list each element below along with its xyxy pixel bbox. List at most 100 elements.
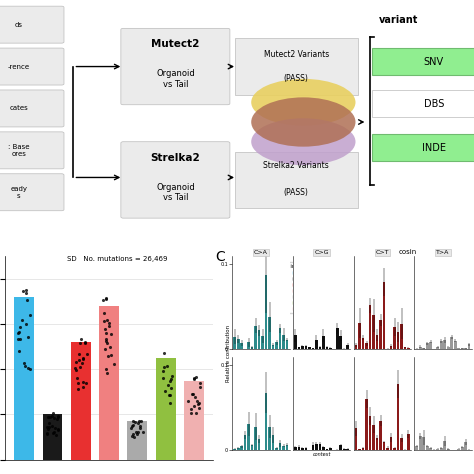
Point bbox=[108, 330, 115, 338]
Point bbox=[101, 326, 109, 333]
Bar bbox=[393, 448, 396, 450]
Text: Organoid
vs Tail: Organoid vs Tail bbox=[156, 69, 195, 89]
Point bbox=[128, 433, 136, 440]
Text: ds: ds bbox=[15, 22, 23, 27]
Bar bbox=[386, 448, 389, 450]
Point bbox=[22, 320, 29, 328]
Bar bbox=[422, 348, 425, 349]
Text: Mutect2 Variants: Mutect2 Variants bbox=[264, 50, 329, 59]
Bar bbox=[346, 346, 349, 349]
Bar bbox=[390, 438, 392, 450]
Bar bbox=[379, 319, 382, 349]
Point bbox=[80, 378, 87, 386]
Bar bbox=[319, 347, 321, 349]
Point bbox=[72, 367, 80, 374]
Bar bbox=[272, 435, 274, 450]
Bar bbox=[339, 336, 342, 349]
Bar bbox=[240, 447, 243, 450]
FancyBboxPatch shape bbox=[372, 90, 474, 117]
Bar bbox=[305, 346, 307, 349]
Bar bbox=[440, 341, 443, 349]
Bar bbox=[383, 282, 385, 349]
Bar bbox=[457, 348, 460, 349]
Bar bbox=[440, 448, 443, 450]
Title: C>A: C>A bbox=[254, 250, 268, 255]
Bar bbox=[393, 327, 396, 349]
Point bbox=[128, 422, 136, 430]
Point bbox=[101, 345, 109, 352]
Point bbox=[50, 415, 57, 422]
Ellipse shape bbox=[251, 97, 356, 146]
Point bbox=[54, 412, 62, 420]
X-axis label: context: context bbox=[312, 452, 331, 457]
Point bbox=[75, 356, 83, 364]
Point bbox=[78, 359, 86, 367]
FancyBboxPatch shape bbox=[0, 132, 64, 169]
Bar bbox=[461, 348, 464, 349]
Point bbox=[104, 353, 111, 360]
Bar bbox=[286, 340, 288, 349]
FancyBboxPatch shape bbox=[0, 90, 64, 127]
Bar bbox=[247, 424, 250, 450]
Point bbox=[24, 334, 31, 341]
Point bbox=[195, 404, 202, 412]
Bar bbox=[322, 447, 325, 450]
Point bbox=[167, 375, 175, 383]
Point bbox=[54, 414, 62, 421]
Bar bbox=[283, 335, 285, 349]
Point bbox=[44, 430, 51, 438]
Bar bbox=[369, 416, 372, 450]
Bar bbox=[400, 438, 403, 450]
Point bbox=[71, 365, 79, 372]
Point bbox=[81, 339, 89, 347]
Bar bbox=[426, 446, 428, 450]
Bar bbox=[255, 326, 257, 349]
Bar bbox=[419, 346, 421, 349]
Bar bbox=[447, 347, 449, 349]
Bar bbox=[407, 347, 410, 349]
Bar bbox=[308, 347, 310, 349]
Point bbox=[184, 397, 192, 404]
Point bbox=[193, 398, 201, 405]
Point bbox=[161, 349, 168, 357]
Bar bbox=[43, 414, 62, 460]
Bar bbox=[286, 445, 288, 450]
FancyBboxPatch shape bbox=[372, 48, 474, 75]
Point bbox=[167, 384, 175, 392]
Point bbox=[43, 423, 50, 430]
Point bbox=[134, 430, 141, 438]
Point bbox=[74, 379, 82, 387]
Point bbox=[131, 418, 139, 426]
Point bbox=[168, 372, 175, 380]
Bar bbox=[376, 335, 378, 349]
Bar bbox=[329, 448, 332, 450]
Bar bbox=[422, 437, 425, 450]
Point bbox=[100, 310, 108, 317]
Point bbox=[107, 351, 115, 358]
Point bbox=[192, 410, 200, 417]
Point bbox=[15, 347, 23, 355]
Point bbox=[188, 390, 196, 397]
FancyBboxPatch shape bbox=[0, 48, 64, 85]
Point bbox=[76, 339, 84, 347]
Bar bbox=[244, 435, 246, 450]
Point bbox=[75, 350, 83, 358]
Point bbox=[76, 363, 84, 371]
Point bbox=[103, 340, 111, 347]
Point bbox=[196, 379, 204, 386]
Bar bbox=[383, 442, 385, 450]
Text: DBS: DBS bbox=[424, 99, 444, 109]
Point bbox=[79, 356, 87, 363]
Bar bbox=[258, 330, 260, 349]
Point bbox=[49, 409, 57, 416]
Point bbox=[136, 418, 143, 425]
Bar bbox=[311, 348, 314, 349]
Point bbox=[162, 387, 169, 395]
Bar bbox=[237, 339, 239, 349]
Bar bbox=[255, 427, 257, 450]
Point bbox=[106, 322, 113, 330]
FancyBboxPatch shape bbox=[372, 134, 474, 162]
Point bbox=[14, 329, 22, 337]
Point bbox=[187, 405, 194, 412]
Bar bbox=[128, 421, 147, 460]
